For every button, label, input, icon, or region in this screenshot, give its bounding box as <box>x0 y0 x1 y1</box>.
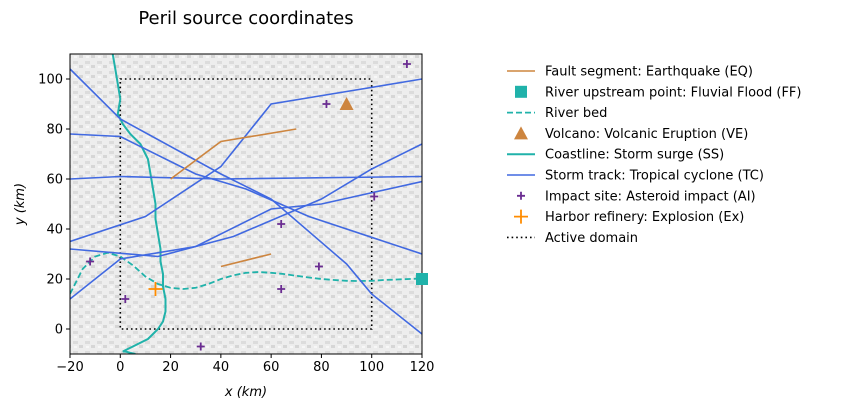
coastline-line <box>111 54 167 354</box>
legend-label: Fault segment: Earthquake (EQ) <box>545 65 753 80</box>
legend-item-domain: Active domain <box>507 231 638 246</box>
legend-item-explosion: Harbor refinery: Explosion (Ex) <box>514 209 744 225</box>
x-tick-label: 20 <box>162 360 179 375</box>
impact-site-marker <box>370 192 379 201</box>
volcano-marker <box>339 97 354 110</box>
legend-label: Storm track: Tropical cyclone (TC) <box>545 169 764 184</box>
x-tick-label: 0 <box>116 360 124 375</box>
legend-item-fault: Fault segment: Earthquake (EQ) <box>507 65 753 80</box>
fault-segment-line-2 <box>220 253 272 268</box>
legend-label: Coastline: Storm surge (SS) <box>545 148 724 163</box>
storm-track-line-3 <box>70 180 422 300</box>
x-axis-label: x (km) <box>224 385 267 400</box>
legend-label: River upstream point: Fluvial Flood (FF) <box>545 85 801 100</box>
impact-site-marker <box>196 342 205 351</box>
active-domain-box <box>119 78 373 330</box>
impact-site-marker <box>121 295 130 303</box>
y-tick-label: 60 <box>46 173 63 188</box>
y-tick-label: 80 <box>46 123 63 138</box>
x-tick-label: 60 <box>263 360 280 375</box>
impact-site-marker <box>314 262 323 271</box>
y-axis-label: y (km) <box>13 183 28 226</box>
river-upstream-marker <box>416 273 428 285</box>
legend-swatch <box>514 209 528 224</box>
storm-track-line-5 <box>70 133 422 255</box>
legend-label: Active domain <box>545 231 638 246</box>
legend-item-volcano: Volcano: Volcanic Eruption (VE) <box>514 126 748 142</box>
x-tick-label: 80 <box>313 360 330 375</box>
legend-item-coast: Coastline: Storm surge (SS) <box>507 148 724 163</box>
impact-site-marker <box>277 285 286 293</box>
legend-swatch <box>514 126 528 140</box>
y-axis: 0 20 40 60 80 100 <box>38 73 70 338</box>
legend-swatch <box>517 191 525 200</box>
impact-site-marker <box>402 60 411 68</box>
fault-segment-line-1 <box>170 128 297 180</box>
legend-item-river: River bed <box>507 106 607 121</box>
storm-track-line-6 <box>70 78 422 243</box>
y-tick-label: 0 <box>55 323 63 338</box>
chart-title: Peril source coordinates <box>138 8 353 29</box>
storm-track-line-4 <box>70 68 422 335</box>
terrain-background <box>70 54 422 354</box>
legend-label: River bed <box>545 106 607 121</box>
impact-site-marker <box>277 220 286 228</box>
impact-site-marker <box>322 100 331 108</box>
y-tick-label: 100 <box>38 73 63 88</box>
legend-item-fluvial: River upstream point: Fluvial Flood (FF) <box>515 85 801 100</box>
y-tick-label: 20 <box>46 273 63 288</box>
plot-area <box>69 53 428 355</box>
river-bed-line <box>70 251 422 295</box>
y-tick-label: 40 <box>46 223 63 238</box>
legend: Fault segment: Earthquake (EQ) River upst… <box>507 65 801 246</box>
plot-frame <box>69 53 423 355</box>
legend-swatch <box>515 85 527 98</box>
legend-label: Volcano: Volcanic Eruption (VE) <box>545 127 748 142</box>
explosion-marker <box>148 282 163 296</box>
x-tick-label: 40 <box>213 360 230 375</box>
x-tick-label: −20 <box>56 360 83 375</box>
x-axis: −20 0 20 40 60 80 100 120 <box>56 354 434 375</box>
legend-item-storm: Storm track: Tropical cyclone (TC) <box>507 169 764 184</box>
legend-item-asteroid: Impact site: Asteroid impact (AI) <box>517 189 756 204</box>
legend-label: Impact site: Asteroid impact (AI) <box>545 189 756 204</box>
x-tick-label: 120 <box>410 360 435 375</box>
x-tick-label: 100 <box>359 360 384 375</box>
storm-track-line-1 <box>70 175 422 180</box>
impact-site-marker <box>86 257 95 266</box>
legend-label: Harbor refinery: Explosion (Ex) <box>545 210 744 225</box>
